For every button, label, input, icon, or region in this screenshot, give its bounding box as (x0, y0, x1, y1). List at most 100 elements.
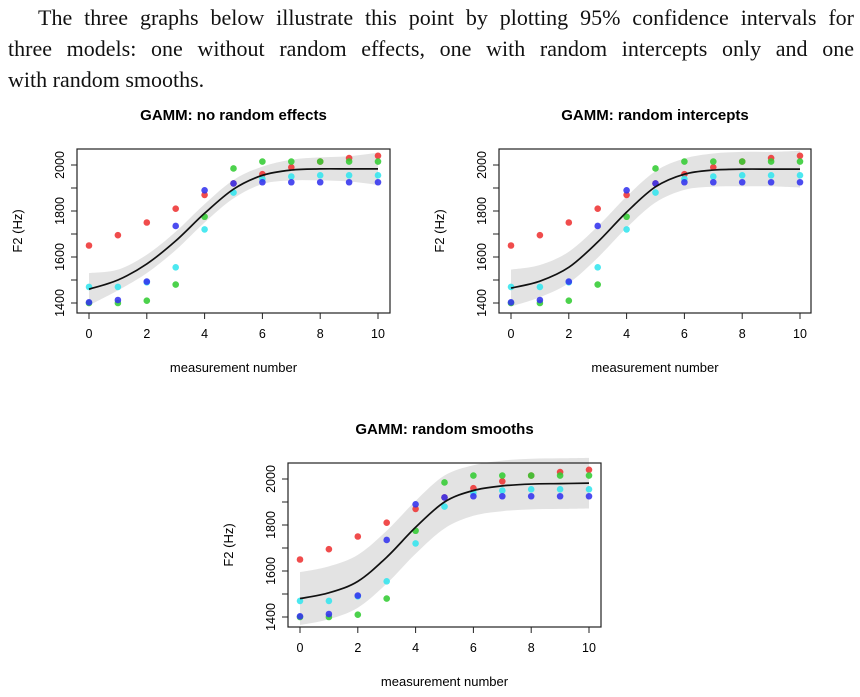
data-point-green (470, 472, 477, 479)
data-point-cyan (325, 597, 333, 605)
data-point-green (681, 158, 688, 165)
data-point-red (354, 533, 362, 540)
data-point-red (374, 152, 382, 160)
data-point-green (767, 158, 775, 165)
fitted-smooth-line (88, 167, 378, 291)
data-point-red (565, 219, 573, 226)
data-point-blue (594, 222, 601, 230)
data-point-blue (325, 610, 333, 618)
data-point-blue (556, 492, 564, 500)
data-point-cyan (623, 226, 630, 233)
y-tick-label: 1800 (475, 197, 489, 225)
x-tick-label: 10 (793, 327, 807, 341)
paragraph-line: three models: one without random effects… (8, 36, 854, 61)
data-point-blue (623, 187, 630, 194)
plot-title: GAMM: random intercepts (561, 107, 749, 124)
y-tick-label: 1600 (475, 243, 489, 271)
data-point-green (316, 158, 324, 165)
data-point-blue (527, 492, 535, 500)
plot-no-random-effects: GAMM: no random effects 0 2 4 6 8 10 1400 1600 18… (10, 107, 391, 375)
data-point-red (201, 191, 208, 199)
data-point-green (499, 472, 506, 479)
data-point-cyan (383, 578, 391, 585)
data-point-blue (259, 178, 266, 186)
data-point-green (527, 472, 535, 479)
data-point-green (259, 158, 266, 165)
data-point-blue (585, 492, 593, 500)
data-point-blue (738, 178, 746, 186)
fitted-smooth-line (299, 482, 590, 600)
x-tick-label: 0 (508, 327, 515, 341)
data-point-blue (507, 299, 515, 306)
confidence-band (511, 150, 800, 307)
x-tick-label: 6 (470, 641, 477, 655)
data-point-green (345, 158, 353, 165)
data-point-cyan (201, 226, 208, 233)
data-point-red (172, 205, 179, 212)
fitted-smooth-line (510, 168, 800, 289)
data-point-blue (499, 492, 506, 500)
data-point-blue (316, 178, 324, 186)
data-point-red (85, 242, 93, 249)
plot-title: GAMM: random smooths (355, 421, 533, 438)
y-axis-label: F2 (Hz) (221, 523, 236, 566)
y-tick-label: 2000 (475, 151, 489, 179)
y-tick-label: 1800 (53, 197, 67, 225)
data-point-red (710, 164, 717, 171)
data-point-blue (710, 178, 717, 186)
data-point-cyan (556, 486, 564, 493)
data-point-cyan (767, 172, 775, 179)
data-point-cyan (594, 264, 601, 271)
data-point-red (143, 219, 151, 226)
y-tick-label: 1400 (53, 289, 67, 317)
data-point-cyan (738, 172, 746, 179)
data-point-red (585, 466, 593, 474)
data-point-blue (383, 536, 391, 544)
plot-frame (76, 148, 391, 314)
data-point-blue (172, 222, 179, 230)
data-point-blue (143, 278, 151, 285)
data-point-cyan (536, 283, 544, 291)
data-point-blue (201, 187, 208, 194)
data-point-red (325, 545, 333, 553)
data-point-red (296, 556, 304, 563)
data-point-blue (681, 178, 688, 186)
data-point-green (172, 281, 179, 288)
data-point-green (585, 472, 593, 479)
data-point-red (288, 164, 295, 171)
x-tick-label: 2 (354, 641, 361, 655)
paragraph-line: with random smooths. (8, 67, 205, 92)
data-point-cyan (288, 173, 295, 180)
x-axis-label: measurement number (591, 360, 719, 375)
x-tick-label: 2 (143, 327, 150, 341)
data-point-green (383, 595, 391, 602)
data-point-cyan (316, 172, 324, 179)
data-point-green (594, 281, 601, 288)
data-point-red (594, 205, 601, 212)
data-point-green (441, 479, 448, 486)
y-tick-label: 1400 (475, 289, 489, 317)
data-point-cyan (499, 487, 506, 494)
plot-title: GAMM: no random effects (140, 107, 327, 124)
data-point-blue (441, 494, 448, 501)
data-point-blue (230, 180, 237, 187)
data-point-blue (85, 299, 93, 306)
y-tick-label: 2000 (264, 465, 278, 493)
data-point-blue (470, 492, 477, 500)
data-point-green (710, 158, 717, 165)
data-point-red (412, 505, 419, 513)
data-point-cyan (796, 172, 804, 179)
y-tick-label: 1800 (264, 511, 278, 539)
y-tick-label: 1600 (264, 557, 278, 585)
data-point-green (143, 297, 151, 305)
data-point-red (383, 519, 391, 526)
x-tick-label: 0 (297, 641, 304, 655)
data-point-green (738, 158, 746, 165)
data-point-cyan (441, 503, 448, 510)
data-point-red (536, 231, 544, 239)
x-tick-label: 4 (412, 641, 419, 655)
data-point-green (556, 472, 564, 479)
x-axis-label: measurement number (381, 674, 509, 689)
data-point-green (796, 158, 804, 165)
